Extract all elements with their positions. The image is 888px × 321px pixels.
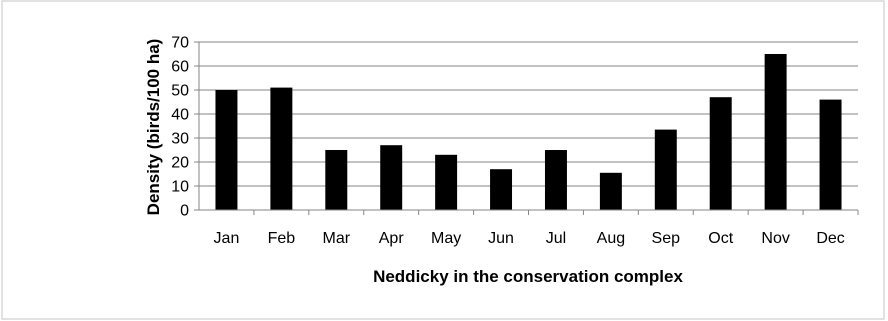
y-axis-title: Density (birds/100 ha) <box>144 39 163 216</box>
x-tick-labels: Jan Feb Mar Apr May Jun Jul Aug Sep Oct Nov Dec <box>214 230 845 247</box>
y-tick-label: 30 <box>171 131 189 148</box>
x-tick-label: Jan <box>214 230 240 247</box>
bar-dec <box>819 99 842 210</box>
bar-jul <box>544 150 567 210</box>
y-tick-label: 10 <box>171 179 189 196</box>
y-tick-label: 40 <box>171 107 189 124</box>
x-tick-label: Sep <box>652 230 681 247</box>
x-tick-label: May <box>431 230 461 247</box>
x-tick-label: Jul <box>546 230 566 247</box>
gridlines <box>199 41 858 187</box>
x-axis-title: Neddicky in the conservation complex <box>373 267 683 286</box>
x-tick-label: Feb <box>268 230 296 247</box>
y-tick-label: 70 <box>171 35 189 52</box>
bar-nov <box>764 54 787 210</box>
bar-jun <box>490 169 513 210</box>
bar-apr <box>380 145 403 210</box>
axes <box>194 41 859 215</box>
bar-mar <box>325 150 348 210</box>
bar-feb <box>270 87 293 210</box>
bar-may <box>435 154 458 210</box>
y-tick-label: 0 <box>180 203 189 220</box>
bar-aug <box>599 172 622 210</box>
y-tick-labels: 0 10 20 30 40 50 60 70 <box>171 35 189 220</box>
bar-oct <box>709 97 732 210</box>
bar-sep <box>654 129 677 210</box>
x-tick-label: Dec <box>816 230 844 247</box>
x-tick-label: Aug <box>597 230 625 247</box>
x-tick-label: Mar <box>323 230 351 247</box>
bars <box>215 54 842 210</box>
x-tick-label: Nov <box>761 230 789 247</box>
y-tick-label: 20 <box>171 155 189 172</box>
bar-jan <box>215 90 238 210</box>
x-tick-label: Oct <box>708 230 733 247</box>
y-tick-label: 60 <box>171 59 189 76</box>
x-tick-label: Jun <box>488 230 514 247</box>
y-tick-label: 50 <box>171 83 189 100</box>
x-tick-label: Apr <box>379 230 405 247</box>
